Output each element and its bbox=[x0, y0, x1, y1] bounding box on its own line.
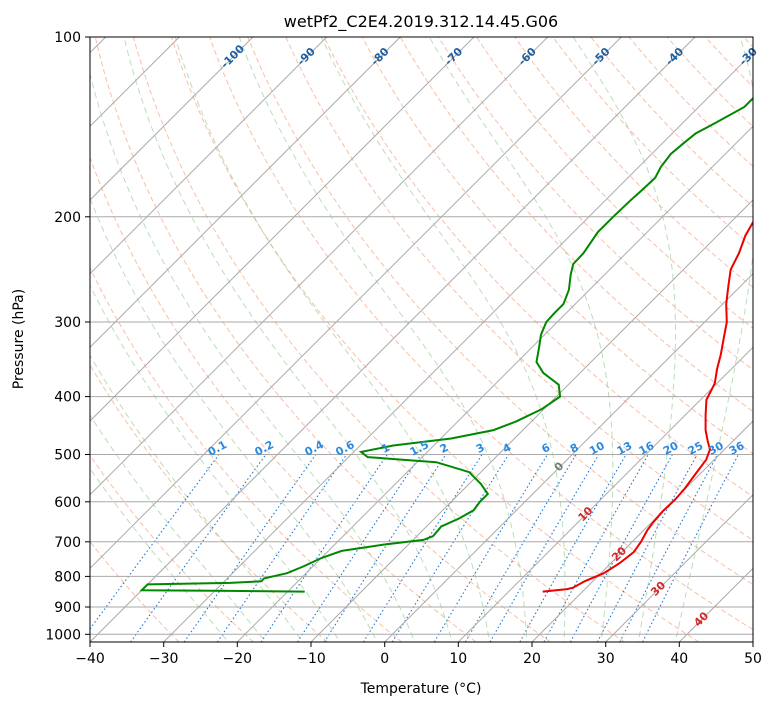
dry-adiabat bbox=[285, 37, 753, 541]
mixing-ratio-line bbox=[297, 454, 422, 642]
chart-title: wetPf2_C2E4.2019.312.14.45.G06 bbox=[284, 12, 558, 32]
moist-adiabat bbox=[90, 71, 416, 642]
mixing-ratio-line bbox=[183, 454, 317, 642]
dry-adiabat bbox=[90, 266, 403, 642]
dewpoint-profile bbox=[139, 96, 753, 593]
x-tick-label: −30 bbox=[149, 651, 179, 667]
mixing-ratio-line bbox=[130, 454, 267, 642]
moist-adiabat bbox=[320, 37, 566, 642]
dry-adiabat bbox=[323, 37, 753, 498]
moist-adiabat bbox=[123, 37, 453, 642]
x-tick-label: −40 bbox=[75, 651, 105, 667]
mixing-ratio-line bbox=[569, 454, 673, 642]
profile-lines bbox=[139, 96, 753, 593]
y-tick-label: 200 bbox=[54, 210, 81, 226]
dry-adiabat bbox=[552, 37, 753, 248]
dry-adiabat bbox=[90, 454, 254, 642]
x-tick-label: 0 bbox=[380, 651, 389, 667]
y-tick-label: 1000 bbox=[45, 627, 81, 643]
isotherm bbox=[605, 493, 753, 642]
y-axis-label: Pressure (hPa) bbox=[11, 289, 27, 389]
dry-adiabat bbox=[209, 37, 753, 631]
y-tick-label: 500 bbox=[54, 448, 81, 464]
x-tick-label: 50 bbox=[744, 651, 762, 667]
moist-adiabat bbox=[90, 284, 341, 642]
mixing-ratio-line bbox=[323, 454, 447, 642]
isotherm bbox=[90, 37, 549, 496]
isotherm bbox=[163, 51, 753, 642]
y-tick-label: 400 bbox=[54, 390, 81, 406]
mixing-ratio-label: 16 bbox=[637, 439, 657, 458]
moist-adiabat bbox=[90, 467, 229, 642]
isotherm bbox=[384, 272, 753, 642]
isotherm bbox=[90, 37, 622, 570]
dry-adiabat bbox=[94, 37, 551, 642]
mixing-ratio-label: 10 bbox=[587, 439, 607, 458]
mixing-ratio-line bbox=[464, 454, 577, 642]
moist-adiabat bbox=[572, 37, 676, 642]
x-tick-label: 30 bbox=[597, 651, 615, 667]
mixing-ratio-line bbox=[90, 454, 220, 630]
moist-adiabat bbox=[428, 37, 614, 642]
background-guide-lines bbox=[90, 37, 753, 642]
mixing-ratio-label: 25 bbox=[686, 439, 706, 458]
moist-adiabat bbox=[238, 37, 528, 642]
x-axis-label: Temperature (°C) bbox=[360, 681, 482, 697]
x-tick-label: −20 bbox=[223, 651, 253, 667]
dry-adiabat bbox=[361, 37, 753, 455]
plot-frame bbox=[89, 36, 754, 643]
mixing-ratio-line bbox=[596, 454, 698, 642]
moist-adiabat bbox=[90, 414, 266, 642]
mixing-ratio-line bbox=[216, 454, 348, 642]
moist-adiabat bbox=[90, 196, 378, 642]
dry-adiabat bbox=[399, 37, 753, 413]
x-axis: −40 −30 −20 −10 0 10 20 30 40 50 bbox=[75, 642, 762, 667]
isotherm bbox=[90, 37, 328, 275]
x-tick-label: 40 bbox=[670, 651, 688, 667]
moist-adiabat bbox=[674, 37, 753, 642]
x-tick-label: 20 bbox=[523, 651, 541, 667]
y-axis: 100 200 300 400 500 600 700 800 900 1000 bbox=[45, 30, 90, 643]
isotherm bbox=[90, 37, 696, 642]
mixing-ratio-label: 30 bbox=[706, 439, 726, 458]
y-tick-label: 100 bbox=[54, 30, 81, 46]
mixing-ratio-label: 13 bbox=[615, 439, 635, 458]
mixing-ratio-line bbox=[489, 454, 600, 642]
isotherm bbox=[90, 37, 475, 422]
y-tick-label: 600 bbox=[54, 495, 81, 511]
mixing-ratio-line bbox=[433, 454, 548, 642]
y-tick-label: 800 bbox=[54, 569, 81, 585]
mixing-ratio-label: 36 bbox=[727, 439, 747, 458]
dry-adiabat bbox=[132, 37, 625, 642]
mixing-ratio-label: 20 bbox=[661, 439, 681, 458]
moist-adiabat bbox=[174, 37, 490, 642]
y-tick-label: 900 bbox=[54, 600, 81, 616]
x-tick-label: 10 bbox=[449, 651, 467, 667]
isotherm bbox=[90, 37, 401, 349]
dry-adiabat bbox=[628, 37, 753, 168]
isotherm bbox=[531, 420, 753, 642]
y-tick-label: 300 bbox=[54, 315, 81, 331]
isotherm bbox=[457, 346, 753, 642]
dry-adiabat bbox=[247, 37, 753, 586]
temperature-profile bbox=[542, 220, 753, 593]
mixing-ratio-line bbox=[260, 454, 388, 642]
isotherm bbox=[90, 37, 254, 201]
y-tick-label: 700 bbox=[54, 535, 81, 551]
mixing-ratio-line bbox=[519, 454, 627, 642]
x-tick-label: −10 bbox=[296, 651, 326, 667]
